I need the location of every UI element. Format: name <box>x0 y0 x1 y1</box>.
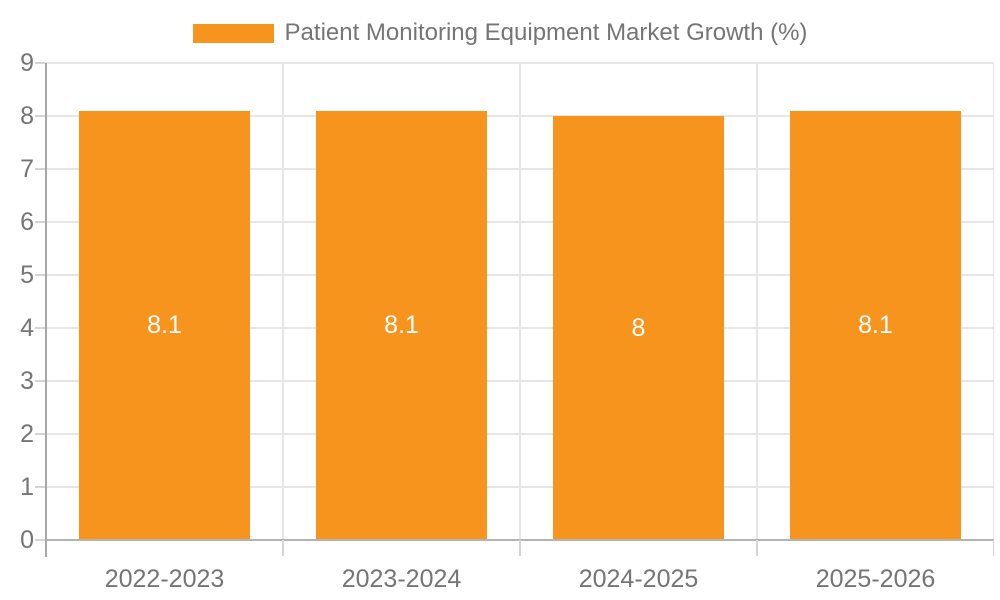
y-tick-mark <box>35 274 45 276</box>
y-axis-label: 4 <box>20 314 34 342</box>
y-tick-mark <box>35 433 45 435</box>
x-tick-mark <box>756 540 758 556</box>
y-axis-label: 3 <box>20 367 34 395</box>
y-tick-mark <box>35 486 45 488</box>
bar-2024-2025[interactable]: 8 <box>553 116 724 540</box>
y-axis-label: 2 <box>20 420 34 448</box>
x-tick-mark <box>282 540 284 556</box>
x-axis-label-2022-2023: 2022-2023 <box>104 565 225 593</box>
y-axis-label: 1 <box>20 473 34 501</box>
gridline-vertical <box>756 63 758 540</box>
y-axis-label: 8 <box>20 102 34 130</box>
legend: Patient Monitoring Equipment Market Grow… <box>0 20 1000 46</box>
gridline-vertical <box>282 63 284 540</box>
bar-value-label: 8 <box>631 314 646 342</box>
y-axis-label: 5 <box>20 261 34 289</box>
x-tick-mark <box>992 540 994 556</box>
plot-area: 8.1 8.1 8 8.1 <box>46 62 994 540</box>
x-axis-label-2024-2025: 2024-2025 <box>578 565 699 593</box>
chart-title[interactable]: Patient Monitoring Equipment Market Grow… <box>284 19 808 46</box>
y-tick-mark <box>35 380 45 382</box>
gridline-vertical <box>992 63 994 540</box>
y-axis-label: 7 <box>20 155 34 183</box>
x-tick-mark <box>519 540 521 556</box>
y-axis-label: 6 <box>20 208 34 236</box>
y-tick-mark <box>35 62 45 64</box>
bar-value-label: 8.1 <box>147 311 182 340</box>
y-tick-mark <box>35 168 45 170</box>
bar-value-label: 8.1 <box>858 311 893 340</box>
bar-value-label: 8.1 <box>384 311 419 340</box>
bar-2025-2026[interactable]: 8.1 <box>790 110 961 540</box>
bar-2023-2024[interactable]: 8.1 <box>316 110 487 540</box>
y-tick-mark <box>35 221 45 223</box>
legend-swatch[interactable] <box>192 23 274 43</box>
bar-2022-2023[interactable]: 8.1 <box>79 110 250 540</box>
y-tick-mark <box>35 539 45 541</box>
y-axis-label: 0 <box>20 526 34 554</box>
gridline-vertical <box>519 63 521 540</box>
y-axis-line <box>45 63 47 557</box>
y-tick-mark <box>35 327 45 329</box>
y-axis-label: 9 <box>20 49 34 77</box>
y-tick-mark <box>35 115 45 117</box>
x-axis-label-2025-2026: 2025-2026 <box>815 565 936 593</box>
x-axis-label-2023-2024: 2023-2024 <box>341 565 462 593</box>
